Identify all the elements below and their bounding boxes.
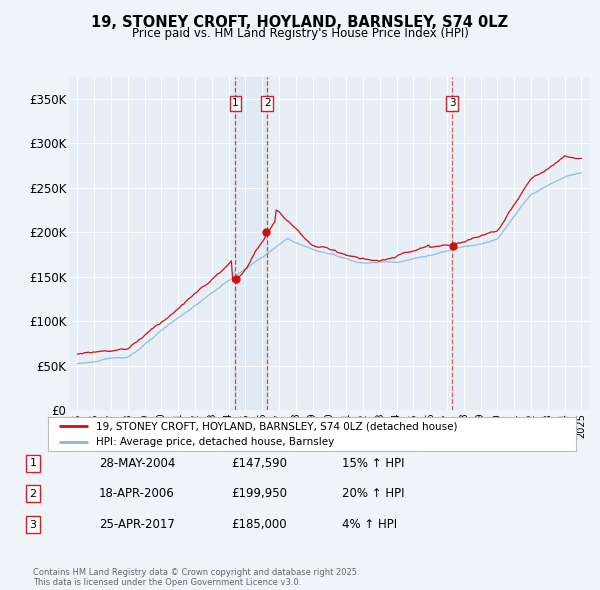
Text: 4% ↑ HPI: 4% ↑ HPI bbox=[342, 518, 397, 531]
Text: 19, STONEY CROFT, HOYLAND, BARNSLEY, S74 0LZ (detached house): 19, STONEY CROFT, HOYLAND, BARNSLEY, S74… bbox=[95, 421, 457, 431]
Text: £147,590: £147,590 bbox=[231, 457, 287, 470]
Text: 1: 1 bbox=[29, 458, 37, 468]
Text: 15% ↑ HPI: 15% ↑ HPI bbox=[342, 457, 404, 470]
Text: 20% ↑ HPI: 20% ↑ HPI bbox=[342, 487, 404, 500]
Text: £199,950: £199,950 bbox=[231, 487, 287, 500]
Text: 28-MAY-2004: 28-MAY-2004 bbox=[99, 457, 175, 470]
Bar bbox=[235, 77, 267, 410]
Text: 19, STONEY CROFT, HOYLAND, BARNSLEY, S74 0LZ: 19, STONEY CROFT, HOYLAND, BARNSLEY, S74… bbox=[91, 15, 509, 30]
Text: Contains HM Land Registry data © Crown copyright and database right 2025.
This d: Contains HM Land Registry data © Crown c… bbox=[33, 568, 359, 587]
Text: £185,000: £185,000 bbox=[231, 518, 287, 531]
Text: 2: 2 bbox=[29, 489, 37, 499]
Text: Price paid vs. HM Land Registry's House Price Index (HPI): Price paid vs. HM Land Registry's House … bbox=[131, 27, 469, 40]
Text: 2: 2 bbox=[264, 99, 271, 109]
Text: 18-APR-2006: 18-APR-2006 bbox=[99, 487, 175, 500]
Text: HPI: Average price, detached house, Barnsley: HPI: Average price, detached house, Barn… bbox=[95, 437, 334, 447]
Text: 1: 1 bbox=[232, 99, 239, 109]
Text: 25-APR-2017: 25-APR-2017 bbox=[99, 518, 175, 531]
Text: 3: 3 bbox=[449, 99, 455, 109]
Text: 3: 3 bbox=[29, 520, 37, 529]
